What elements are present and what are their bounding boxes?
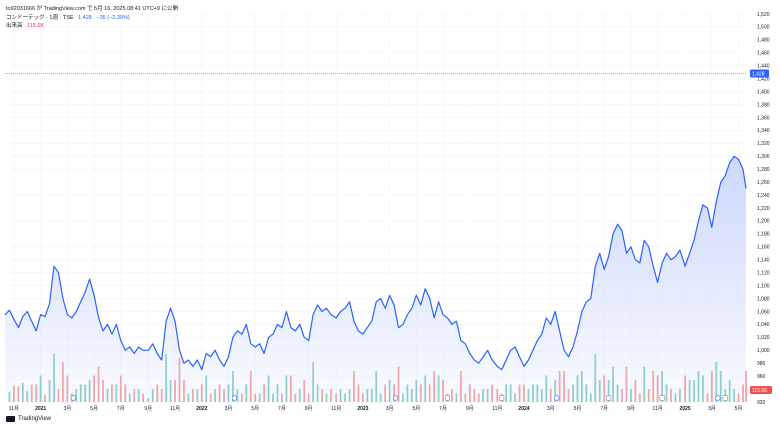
dividend-marker-icon (231, 395, 238, 401)
x-tick-label: 9月 (466, 406, 474, 412)
price-change: −35 (−2.39%) (96, 15, 130, 21)
x-tick-label: 11月 (331, 406, 341, 412)
x-tick-label: 3月 (386, 406, 394, 412)
y-tick-label: 1,040 (757, 322, 770, 328)
x-tick-label: 11月 (9, 406, 19, 412)
y-tick-label: 1,120 (757, 270, 770, 276)
earnings-marker-icon (722, 395, 728, 401)
tradingview-logo-icon (6, 416, 15, 422)
y-tick-label: 1,420 (757, 76, 770, 82)
last-price: 1,428 (78, 15, 92, 21)
y-tick-label: 1,160 (757, 245, 770, 251)
x-tick-label: 9月 (305, 406, 313, 412)
y-tick-label: 1,000 (757, 348, 770, 354)
earnings-marker-icon (659, 395, 665, 401)
price-area (5, 156, 746, 402)
earnings-marker-icon (606, 395, 612, 401)
y-tick-label: 1,020 (757, 335, 770, 341)
volume-tag: 115.6K (750, 386, 772, 394)
y-tick-label: 1,100 (757, 283, 770, 289)
y-tick-label: 1,140 (757, 258, 770, 264)
earnings-marker-icon (499, 395, 505, 401)
x-tick-label: 5月 (251, 406, 259, 412)
x-tick-label: 2021 (35, 406, 46, 412)
symbol-name: コンドーテック · 1週 · TSE (6, 15, 74, 21)
price-line (4, 155, 747, 371)
x-tick-label: 2024 (518, 406, 529, 412)
x-tick-label: 7月 (278, 406, 286, 412)
x-tick-label: 11月 (492, 406, 502, 412)
y-tick-label: 1,300 (757, 154, 770, 160)
y-tick-label: 960 (757, 374, 766, 380)
y-tick-label: 1,260 (757, 180, 770, 186)
y-tick-label: 1,460 (757, 51, 770, 57)
y-tick-label: 1,500 (757, 25, 770, 31)
y-tick-label: 1,360 (757, 115, 770, 121)
y-tick-label: 980 (757, 361, 766, 367)
y-axis: 1,520 1,500 1,480 1,460 1,440 1,420 1,400 1,380… (757, 12, 770, 406)
y-tick-label: 1,320 (757, 141, 770, 147)
x-tick-label: 2025 (680, 406, 691, 412)
y-tick-label: 1,080 (757, 296, 770, 302)
y-tick-label: 1,220 (757, 206, 770, 212)
x-tick-label: 3月 (63, 406, 71, 412)
x-tick-label: 7月 (600, 406, 608, 412)
y-tick-label: 1,180 (757, 232, 770, 238)
y-tick-label: 1,340 (757, 128, 770, 134)
dividend-marker-icon (554, 395, 560, 401)
y-tick-label: 1,380 (757, 102, 770, 108)
dividend-marker-icon (715, 395, 721, 401)
y-tick-label: 1,520 (757, 12, 770, 18)
symbol-legend[interactable]: コンドーテック · 1週 · TSE 1,428 −35 (−2.39%) (6, 13, 133, 21)
y-tick-label: 1,060 (757, 309, 770, 315)
x-tick-label: 5月 (90, 406, 98, 412)
volume-legend[interactable]: 出来高 115.6K (6, 21, 47, 29)
x-tick-label: 5月 (735, 406, 743, 412)
y-tick-label: 1,440 (757, 64, 770, 70)
x-tick-label: 3月 (225, 406, 233, 412)
dividend-marker-icon (70, 395, 77, 401)
x-axis: 11月 2021 3月 5月 7月 9月 11月 2022 3月 5月 7月 9月 11月 2023 3月 5… (9, 406, 743, 412)
y-tick-label: 1,280 (757, 167, 770, 173)
y-tick-label: 1,400 (757, 89, 770, 95)
volume-value: 115.6K (27, 23, 45, 29)
y-tick-label: 1,200 (757, 219, 770, 225)
x-tick-label: 2022 (196, 406, 207, 412)
x-tick-label: 5月 (574, 406, 582, 412)
x-tick-label: 7月 (117, 406, 125, 412)
published-caption: to92031666 が TradingView.com で 5月 16, 20… (6, 4, 181, 12)
x-tick-label: 11月 (653, 406, 663, 412)
x-tick-label: 11月 (170, 406, 180, 412)
x-tick-label: 2023 (357, 406, 368, 412)
footer-brand[interactable]: TradingView (6, 416, 51, 422)
y-tick-label: 920 (757, 400, 766, 406)
x-tick-label: 5月 (412, 406, 420, 412)
event-markers (70, 395, 728, 401)
volume-label: 出来高 (6, 23, 23, 29)
volume-tag-label: 115.6K (752, 388, 768, 394)
brand-name: TradingView (18, 416, 52, 422)
last-price-label: 1,428 (752, 71, 765, 77)
x-tick-label: 3月 (708, 406, 716, 412)
dividend-marker-icon (392, 395, 399, 401)
x-tick-label: 9月 (144, 406, 152, 412)
y-tick-label: 1,480 (757, 38, 770, 44)
y-tick-label: 1,240 (757, 193, 770, 199)
published-text: to92031666 が TradingView.com で 5月 16, 20… (6, 6, 178, 12)
x-tick-label: 9月 (627, 406, 635, 412)
earnings-marker-icon (445, 395, 450, 401)
last-price-tag: 1,428 (750, 69, 769, 78)
x-tick-label: 3月 (547, 406, 555, 412)
x-tick-label: 7月 (439, 406, 447, 412)
